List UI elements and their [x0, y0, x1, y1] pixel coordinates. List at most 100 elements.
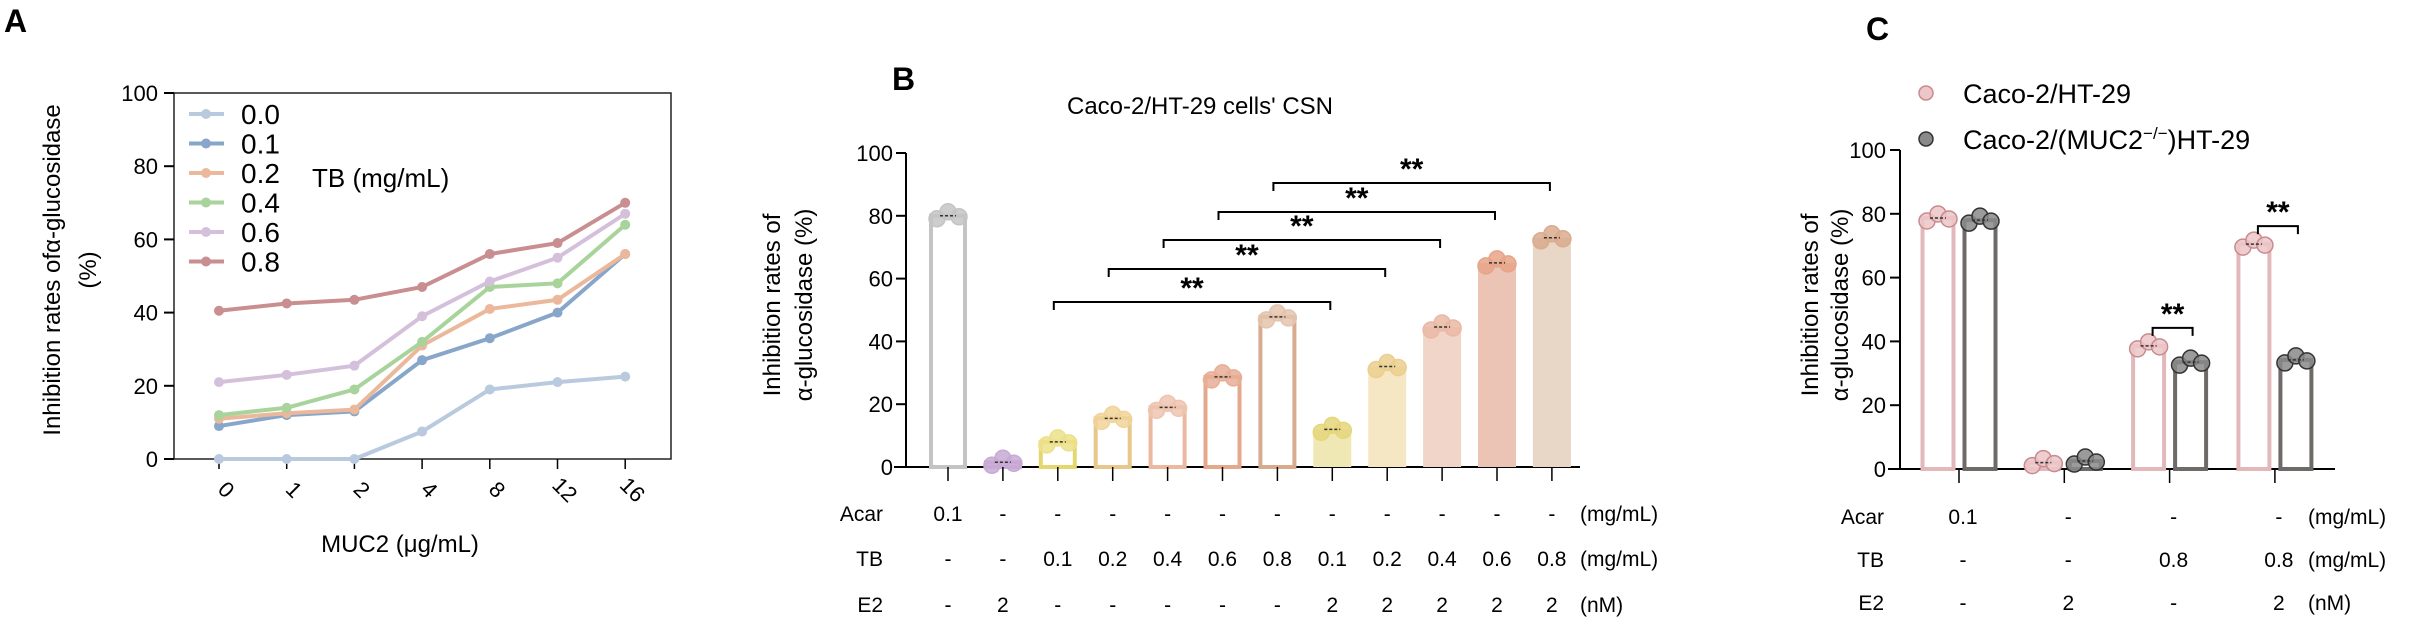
data-point [417, 311, 428, 322]
legend-marker [201, 168, 211, 178]
condition-value: - [1960, 549, 1967, 572]
significance-bracket [1162, 239, 1442, 248]
condition-value: 0.8 [2264, 549, 2293, 572]
replicate-dot [2045, 454, 2064, 473]
legend-label: 0.2 [241, 158, 280, 189]
replicate-dot [950, 208, 968, 226]
panel-b-bar-chart: 0 20 40 60 80 100 Inhibition rates of α-glucosi… [759, 141, 1658, 617]
y-tick-label: 0 [1874, 457, 1886, 482]
condition-value: 0.1 [933, 503, 962, 526]
condition-value: 2 [997, 594, 1009, 617]
replicate-dot [1169, 399, 1188, 418]
y-tick-label: 0 [146, 447, 158, 472]
replicate-dot [1554, 230, 1572, 248]
y-axis-label-line: Inhibition rates of [759, 213, 786, 396]
condition-row-label: Acar [1841, 506, 1884, 529]
data-point [281, 298, 292, 309]
data-point [552, 377, 563, 388]
condition-value: 0.8 [1263, 548, 1292, 571]
data-point [281, 369, 292, 380]
significance-label: ** [1180, 272, 1204, 305]
legend-title: TB (mg/mL) [312, 163, 449, 193]
replicate-dot [1940, 210, 1958, 228]
y-tick-label: 60 [1862, 266, 1886, 291]
condition-value: - [999, 548, 1006, 571]
condition-value: - [2170, 506, 2177, 529]
legend-label: 0.8 [241, 247, 280, 278]
replicate-dot [1005, 454, 1023, 473]
replicate-dot [2298, 352, 2316, 370]
condition-unit: (mg/mL) [2308, 506, 2386, 529]
y-axis-label-line: α-glucosidase (%) [791, 209, 818, 402]
y-tick-label: 20 [134, 374, 158, 399]
y-axis-label-line: Inhibition rates of [1797, 213, 1824, 396]
significance-label: ** [1290, 210, 1314, 243]
replicate-dot [1279, 309, 1298, 327]
bar [1478, 262, 1516, 467]
condition-value: 2 [2062, 592, 2074, 615]
y-tick-label: 80 [1862, 202, 1886, 227]
replicate-dot [1499, 255, 1517, 273]
data-point [620, 371, 631, 382]
replicate-dot [1114, 410, 1133, 429]
condition-value: - [1109, 503, 1116, 526]
data-point [281, 402, 292, 413]
panel-b-title: Caco-2/HT-29 cells' CSN [1067, 93, 1333, 120]
significance-label: ** [1235, 239, 1259, 272]
condition-value: 2 [1546, 594, 1558, 617]
legend-marker [201, 256, 211, 267]
condition-value: 0.8 [1537, 548, 1566, 571]
condition-value: 2 [1326, 594, 1338, 617]
condition-value: 0.4 [1153, 548, 1183, 571]
legend-marker [201, 227, 211, 237]
condition-value: - [1439, 503, 1446, 526]
data-point [484, 276, 495, 287]
x-tick-label: 16 [615, 472, 650, 507]
replicate-dot [1444, 319, 1462, 337]
y-tick-label: 40 [134, 301, 158, 326]
condition-value: - [1274, 503, 1281, 526]
significance-label: ** [1345, 182, 1369, 215]
data-point [484, 249, 495, 260]
legend-label: 0.1 [241, 129, 280, 160]
condition-value: 2 [1436, 594, 1448, 617]
bar [1962, 218, 1998, 471]
x-tick-label: 0 [213, 477, 239, 503]
data-point [484, 384, 495, 395]
bar [1258, 314, 1297, 469]
data-point [552, 252, 563, 263]
data-point [484, 303, 495, 314]
data-point [620, 219, 631, 230]
significance-bracket [1052, 301, 1332, 310]
replicate-dot [2192, 354, 2211, 372]
bar [1203, 374, 1242, 469]
condition-value: - [1274, 594, 1281, 617]
bar [1532, 237, 1571, 467]
panel-a-x-axis-label: MUC2 (μg/mL) [321, 531, 479, 558]
bar [1423, 326, 1462, 467]
condition-value: 0.2 [1373, 548, 1402, 571]
legend-marker [201, 138, 211, 149]
data-point [620, 197, 631, 208]
legend-marker [201, 109, 211, 119]
condition-value: - [1164, 503, 1171, 526]
condition-row-label: TB [856, 548, 883, 571]
data-point [552, 294, 563, 305]
legend-label-text: )HT-29 [2168, 125, 2251, 155]
replicate-dot [1060, 434, 1078, 452]
data-point [552, 278, 563, 289]
y-tick-label: 100 [856, 141, 893, 166]
significance-label: ** [2161, 298, 2185, 331]
y-tick-label: 80 [869, 204, 893, 229]
legend-marker [1918, 85, 1934, 101]
panel-label-c: C [1866, 11, 1889, 47]
replicate-dot [1982, 212, 2000, 230]
replicate-dot [1224, 369, 1243, 387]
bar [929, 213, 967, 469]
legend-marker [1918, 131, 1934, 147]
data-point [417, 426, 428, 437]
condition-unit: (mg/mL) [2308, 549, 2386, 572]
condition-row-label: E2 [1858, 592, 1884, 615]
condition-value: 0.8 [2159, 549, 2188, 572]
y-tick-label: 60 [869, 267, 893, 292]
